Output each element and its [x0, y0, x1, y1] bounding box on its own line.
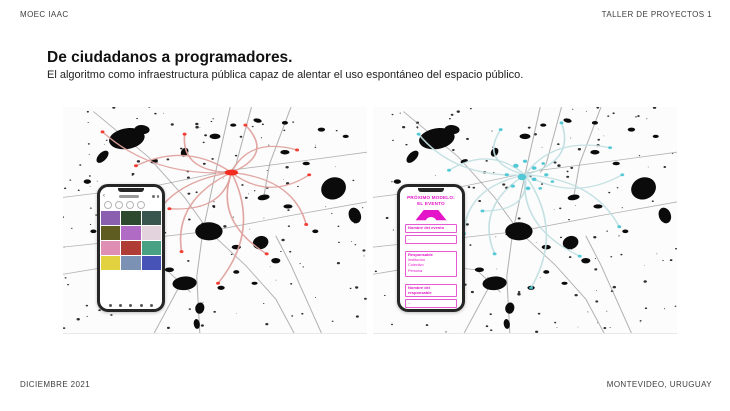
story-circle	[126, 201, 134, 209]
form-title-line1: PRÓXIMO MODELO:	[407, 195, 455, 200]
story-highlights-row	[104, 201, 158, 209]
instagram-nav-bar: ‹	[103, 193, 159, 199]
phone-mockup-instagram: ‹	[97, 184, 165, 312]
responsible-option-person: Persona	[408, 269, 423, 274]
header-course-name: TALLER DE PROYECTOS 1	[601, 10, 712, 19]
responsible-group-label: Responsable	[408, 252, 433, 258]
responsible-option-institution: Institución	[408, 257, 426, 262]
field-event-name-label: Nombre del evento	[408, 225, 445, 231]
phone-notch	[118, 188, 144, 192]
field-responsible-name: Nombre del responsable	[405, 284, 457, 297]
post-thumbnail	[101, 241, 121, 255]
footer-date: DICIEMBRE 2021	[20, 380, 91, 389]
montevideo-map-cyan-flows	[373, 107, 677, 333]
field-responsible-group: Responsable Institución Colectivo Person…	[405, 251, 457, 277]
profile-icon	[150, 304, 154, 307]
username-placeholder	[118, 195, 139, 198]
post-thumbnail	[101, 256, 121, 270]
search-icon	[119, 304, 123, 307]
post-thumbnail	[121, 256, 141, 270]
instagram-bottom-nav	[100, 304, 162, 307]
post-thumbnail	[121, 211, 141, 225]
instagram-post-grid	[101, 211, 161, 270]
story-circle	[137, 201, 145, 209]
post-thumbnail	[141, 211, 161, 225]
likes-icon	[139, 304, 143, 307]
field-responsible-name-value: ...	[408, 300, 412, 306]
post-thumbnail	[101, 211, 121, 225]
pavilion-arch-icon	[415, 210, 447, 222]
phone-mockup-event-form: PRÓXIMO MODELO: EL EVENTO Nombre del eve…	[397, 184, 465, 312]
footer-location: MONTEVIDEO, URUGUAY	[606, 380, 712, 389]
map-figures: ‹ PRÓXIMO MODELO: EL EVENTO	[63, 107, 677, 334]
post-thumbnail	[141, 226, 161, 240]
post-thumbnail	[121, 241, 141, 255]
field-event-name-input: ...	[405, 235, 457, 244]
back-icon: ‹	[103, 193, 105, 199]
post-thumbnail	[101, 226, 121, 240]
add-icon	[129, 304, 133, 307]
form-title-line2: EL EVENTO	[417, 200, 445, 206]
field-responsible-name-label: Nombre del responsable	[408, 285, 432, 295]
field-event-name: Nombre del evento	[405, 224, 457, 233]
story-circle	[115, 201, 123, 209]
map-panel-left: ‹	[63, 107, 367, 334]
responsible-option-collective: Colectivo	[408, 263, 424, 268]
phone-notch	[418, 188, 444, 192]
form-title: PRÓXIMO MODELO: EL EVENTO	[404, 195, 458, 206]
post-thumbnail	[121, 226, 141, 240]
more-icon	[152, 195, 159, 198]
page-subtitle: El algoritmo como infraestructura públic…	[47, 69, 524, 81]
page-title: De ciudadanos a programadores.	[47, 49, 293, 66]
field-event-name-value: ...	[408, 236, 412, 242]
post-thumbnail	[141, 256, 161, 270]
map-panel-right: PRÓXIMO MODELO: EL EVENTO Nombre del eve…	[373, 107, 677, 334]
header-course-code: MOEC IAAC	[20, 10, 69, 19]
post-thumbnail	[141, 241, 161, 255]
story-circle	[104, 201, 112, 209]
event-form: PRÓXIMO MODELO: EL EVENTO Nombre del eve…	[400, 187, 462, 309]
field-responsible-name-input: ...	[405, 299, 457, 308]
home-icon	[108, 304, 112, 307]
